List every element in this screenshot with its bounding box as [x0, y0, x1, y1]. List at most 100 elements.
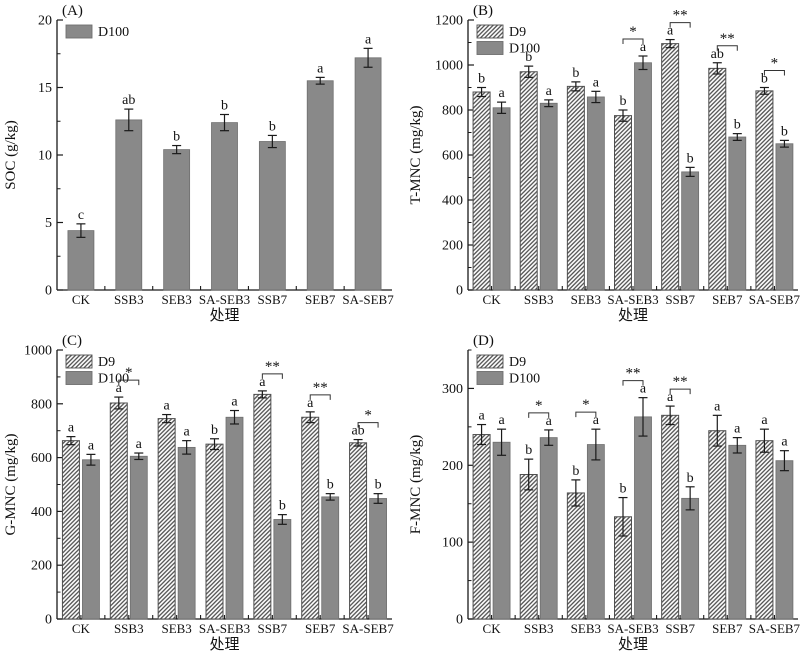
bar-d9-ck [472, 434, 491, 620]
legend-label-d100: D100 [98, 372, 129, 387]
x-axis-title: 处理 [209, 307, 239, 324]
category-label: CK [72, 621, 91, 636]
category-label: SSB7 [258, 292, 288, 307]
sig-bracket [669, 22, 691, 28]
bar-d100-ssb7 [681, 171, 700, 291]
letter-label: a [164, 399, 171, 414]
legend-swatch-d100 [65, 371, 93, 385]
letter-label: b [687, 151, 694, 166]
y-tick-label: 0 [456, 284, 463, 299]
letter-label: a [761, 413, 768, 428]
legend-label-d9: D9 [509, 355, 526, 370]
letter-label: b [781, 124, 788, 139]
letter-label: ab [711, 47, 724, 62]
y-tick-label: 0 [45, 284, 52, 299]
bar-d100-ck [82, 459, 100, 620]
category-label: SSB3 [114, 292, 144, 307]
letter-label: a [734, 422, 741, 437]
bar-d9-ssb3 [109, 402, 128, 620]
letter-label: b [279, 499, 286, 514]
category-label: SSB3 [114, 621, 144, 636]
y-tick-label: 10 [38, 149, 52, 164]
bar-d100-ssb3 [115, 119, 143, 291]
letter-label: b [478, 72, 485, 87]
letter-label: b [327, 478, 334, 493]
category-label: SEB7 [712, 292, 743, 307]
sig-label: ** [313, 380, 328, 396]
sig-bracket [309, 394, 331, 400]
y-tick-label: 400 [31, 505, 52, 520]
bar-d100-ck [492, 441, 511, 620]
letter-label: a [317, 61, 324, 76]
bar-d9-ssb3 [519, 474, 538, 620]
letter-label: a [546, 84, 553, 99]
letter-label: ab [122, 93, 135, 108]
bar-d9-sa-seb7 [755, 90, 774, 291]
letter-label: a [307, 396, 314, 411]
bar-d100-seb7 [306, 80, 334, 291]
sig-bracket [622, 38, 644, 44]
y-tick-label: 600 [31, 451, 52, 466]
letter-label: b [525, 50, 532, 65]
letter-label: b [375, 478, 382, 493]
bar-d100-ssb3 [539, 102, 558, 291]
bar-d9-ssb3 [519, 71, 538, 291]
bar-d9-seb7 [301, 416, 320, 620]
panel-label: (D) [473, 333, 494, 349]
bar-d100-sa-seb3 [225, 416, 244, 620]
letter-label: a [593, 75, 600, 90]
bar-d100-ssb3 [129, 455, 148, 620]
panel-c-gmnc-chart: 0 200 400 600 800 1000 CK SSB3 SEB3 SA-SEB3 SSB7 SE… [3, 333, 394, 653]
letter-label: b [761, 72, 768, 87]
legend-swatch-d100 [65, 24, 93, 39]
y-tick-label: 0 [45, 613, 52, 628]
letter-label: a [640, 40, 647, 55]
letter-label: b [734, 118, 741, 133]
category-label: SEB3 [571, 292, 601, 307]
sig-bracket [763, 70, 785, 76]
bar-d100-ssb7 [273, 519, 292, 620]
letter-label: a [136, 437, 143, 452]
sig-label: ** [626, 366, 641, 382]
category-label: SEB7 [305, 292, 336, 307]
sig-bracket [118, 379, 140, 386]
bar-d100-sa-seb7 [369, 498, 387, 620]
y-tick-label: 800 [442, 104, 463, 119]
letter-label: b [221, 99, 228, 114]
bar-d100-seb3 [177, 446, 196, 620]
y-tick-label: 20 [38, 14, 52, 29]
letter-label: a [365, 32, 372, 47]
x-axis-title: 处理 [618, 636, 648, 653]
y-axis-title: F-MNC (mg/kg) [408, 435, 424, 535]
bar-d9-ck [472, 91, 491, 291]
letter-label: a [478, 409, 485, 424]
category-label: SEB3 [571, 621, 601, 636]
bar-d9-seb7 [708, 67, 727, 291]
x-axis-title: 处理 [209, 636, 239, 653]
panel-d-fmnc-chart: 0 100 200 300 CK SSB3 SEB3 SA-SEB3 SSB7 SEB7 SA-SE… [408, 333, 801, 653]
bar-d100-seb7 [728, 444, 747, 620]
letter-label: a [231, 395, 238, 410]
bar-d100-sa-seb3 [634, 62, 652, 291]
bar-d100-seb3 [163, 149, 191, 291]
panel-a-soc-chart: 0 5 10 15 20 CK SSB3 SEB3 SA-SEB3 SSB7 SEB7 SA-SEB7… [3, 3, 394, 324]
y-axis-title: G-MNC (mg/kg) [3, 433, 19, 535]
legend-swatch-d9 [476, 354, 504, 369]
sig-label: ** [265, 359, 280, 375]
category-label: SA-SEB7 [342, 621, 394, 636]
sig-label: * [535, 398, 543, 414]
bar-d100-sa-seb7 [354, 57, 382, 291]
category-label: SSB7 [665, 621, 695, 636]
letter-label: b [620, 482, 627, 497]
category-label: SSB7 [258, 621, 288, 636]
letter-label: a [116, 381, 123, 396]
sig-label: * [582, 397, 590, 413]
bar-d9-sa-seb3 [614, 115, 632, 291]
x-axis-title: 处理 [618, 307, 648, 324]
bar-d100-seb7 [728, 136, 747, 291]
letter-label: b [173, 130, 180, 145]
legend-label-d100: D100 [98, 25, 129, 40]
legend-swatch-d9 [476, 24, 504, 39]
letter-label: a [714, 399, 721, 414]
